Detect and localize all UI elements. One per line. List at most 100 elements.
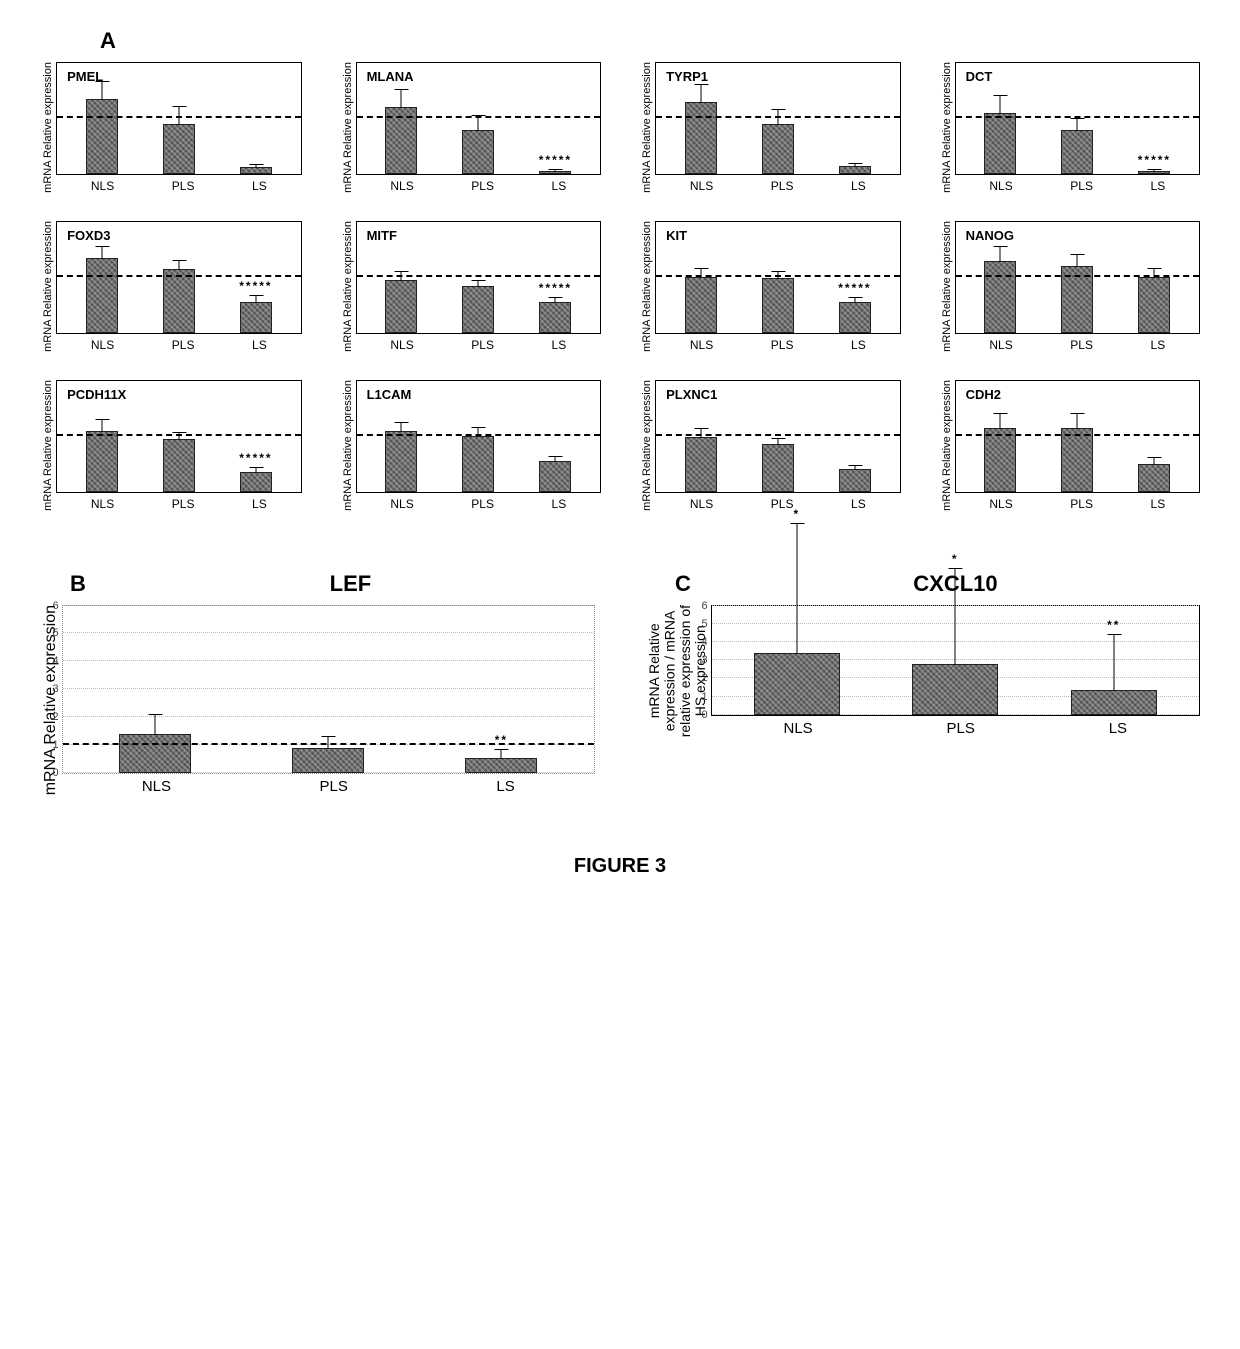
category-label: LS	[1151, 179, 1166, 193]
category-label: PLS	[172, 497, 195, 511]
category-label: NLS	[989, 338, 1012, 352]
category-label: PLS	[471, 338, 494, 352]
category-label: PLS	[771, 497, 794, 511]
category-label: LS	[1109, 720, 1127, 737]
plot-area: L1CAM	[356, 380, 601, 493]
small-chart-pmel: mRNA Relative expressionPMELNLSPLSLS	[40, 62, 302, 193]
reference-line	[956, 116, 1199, 118]
plot-area: DCT*****	[955, 62, 1200, 175]
bar	[86, 258, 118, 333]
reference-line	[57, 434, 300, 436]
bar	[984, 261, 1016, 333]
category-label: LS	[552, 497, 567, 511]
category-label: LS	[496, 778, 514, 795]
plot-area: TYRP1	[655, 62, 900, 175]
reference-line	[63, 743, 594, 745]
bar: *****	[839, 302, 871, 332]
category-label: LS	[851, 179, 866, 193]
ytick-label: 3	[52, 683, 62, 695]
gene-label: MITF	[367, 228, 397, 243]
plot-area: CDH2	[955, 380, 1200, 493]
category-label: NLS	[390, 338, 413, 352]
significance-marker: *	[793, 507, 800, 522]
ytick-label: 6	[52, 600, 62, 612]
gene-label: L1CAM	[367, 387, 412, 402]
ytick-label: 0	[52, 767, 62, 779]
bar: **	[465, 758, 537, 773]
xaxis: NLSPLSLS	[955, 334, 1200, 352]
ytick-label: 5	[701, 618, 711, 630]
significance-marker: *****	[239, 279, 272, 294]
xaxis: NLSPLSLS	[56, 334, 301, 352]
bar: **	[1071, 690, 1157, 715]
category-label: PLS	[771, 179, 794, 193]
reference-line	[956, 275, 1199, 277]
bar: *****	[539, 171, 571, 174]
bottom-row: B LEF mRNA Relative expression 0123456**…	[40, 571, 1200, 795]
bar	[762, 444, 794, 491]
gene-label: TYRP1	[666, 69, 708, 84]
category-label: NLS	[989, 497, 1012, 511]
reference-line	[956, 434, 1199, 436]
ytick-label: 2	[52, 711, 62, 723]
ylabel: mRNA Relative expression	[939, 62, 955, 193]
bar	[86, 99, 118, 174]
significance-marker: *	[952, 552, 959, 567]
reference-line	[357, 434, 600, 436]
small-chart-l1cam: mRNA Relative expressionL1CAMNLSPLSLS	[340, 380, 602, 511]
significance-marker: *****	[539, 281, 572, 296]
ytick-label: 5	[52, 627, 62, 639]
bar	[292, 748, 364, 773]
category-label: NLS	[390, 497, 413, 511]
category-label: NLS	[989, 179, 1012, 193]
xaxis: NLSPLSLS	[56, 175, 301, 193]
category-label: LS	[851, 338, 866, 352]
category-label: LS	[252, 338, 267, 352]
category-label: NLS	[690, 338, 713, 352]
gene-label: MLANA	[367, 69, 414, 84]
bar	[1138, 277, 1170, 332]
panel-a: A mRNA Relative expressionPMELNLSPLSLSmR…	[20, 28, 1220, 511]
category-label: NLS	[690, 179, 713, 193]
bar	[1138, 464, 1170, 492]
category-label: NLS	[91, 179, 114, 193]
xaxis: NLSPLSLS	[356, 175, 601, 193]
category-label: PLS	[1070, 338, 1093, 352]
ytick-label: 3	[701, 654, 711, 666]
xaxis: NLSPLSLS	[955, 493, 1200, 511]
reference-line	[656, 275, 899, 277]
significance-marker: *****	[539, 153, 572, 168]
gene-label: CDH2	[966, 387, 1001, 402]
bar: *****	[240, 302, 272, 332]
category-label: NLS	[91, 497, 114, 511]
category-label: LS	[552, 179, 567, 193]
bar	[163, 269, 195, 333]
ylabel: mRNA Relative expression	[40, 221, 56, 352]
bar	[685, 102, 717, 174]
panel-b-title: LEF	[106, 571, 595, 597]
bar	[762, 124, 794, 174]
bar	[163, 124, 195, 174]
category-label: LS	[252, 497, 267, 511]
gene-label: KIT	[666, 228, 687, 243]
bar	[839, 166, 871, 174]
bar	[385, 431, 417, 492]
ytick-label: 1	[701, 691, 711, 703]
reference-line	[656, 434, 899, 436]
bar: *	[912, 664, 998, 715]
small-chart-kit: mRNA Relative expressionKIT*****NLSPLSLS	[639, 221, 901, 352]
bar	[240, 167, 272, 174]
bar	[86, 431, 118, 492]
small-chart-foxd3: mRNA Relative expressionFOXD3*****NLSPLS…	[40, 221, 302, 352]
category-label: NLS	[390, 179, 413, 193]
category-label: LS	[552, 338, 567, 352]
ylabel: mRNA Relative expression	[340, 62, 356, 193]
category-label: PLS	[320, 778, 348, 795]
small-chart-mitf: mRNA Relative expressionMITF*****NLSPLSL…	[340, 221, 602, 352]
xaxis: NLSPLSLS	[955, 175, 1200, 193]
xaxis: NLS PLS LS	[56, 493, 301, 511]
reference-line	[656, 116, 899, 118]
plot-area: MITF *****	[356, 221, 601, 334]
bar	[462, 130, 494, 174]
panel-c-plot: 0123456****	[711, 605, 1200, 716]
